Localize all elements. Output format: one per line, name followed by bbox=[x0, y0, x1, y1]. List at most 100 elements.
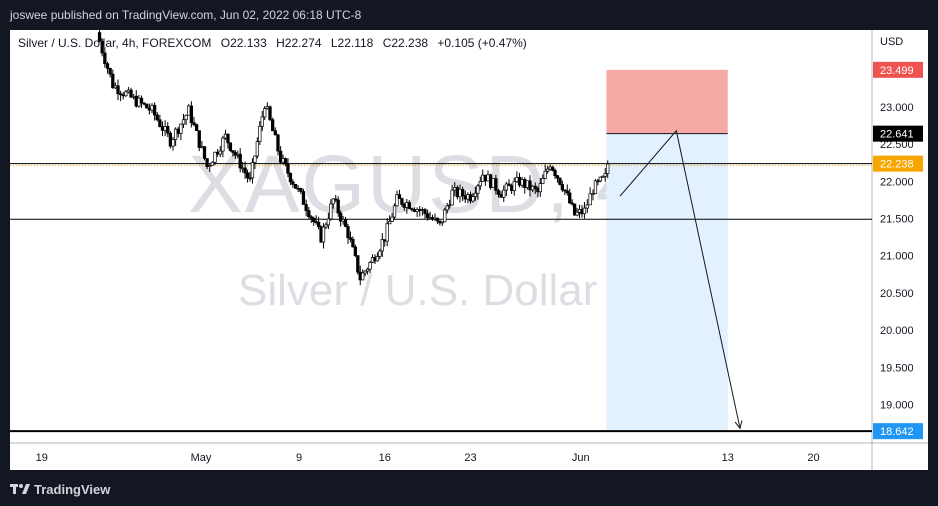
tradingview-logo-icon bbox=[10, 484, 30, 494]
y-tick-label: 22.500 bbox=[880, 139, 914, 151]
candle bbox=[226, 133, 230, 144]
candle bbox=[541, 178, 545, 184]
legend-change: +0.105 (+0.47%) bbox=[437, 36, 527, 50]
candle bbox=[291, 181, 295, 185]
candle bbox=[258, 125, 262, 142]
price-badge-label: 22.641 bbox=[880, 129, 914, 141]
candle bbox=[271, 119, 275, 132]
candle bbox=[443, 209, 447, 223]
x-tick-label: 9 bbox=[296, 452, 302, 464]
candle bbox=[440, 221, 444, 224]
candle bbox=[131, 95, 136, 98]
candle bbox=[309, 216, 313, 219]
take-profit-zone[interactable] bbox=[606, 133, 728, 432]
candle bbox=[365, 268, 370, 272]
price-badge bbox=[873, 61, 923, 78]
candle bbox=[108, 67, 112, 75]
candle bbox=[250, 162, 255, 179]
candle bbox=[142, 102, 146, 105]
candle bbox=[476, 185, 480, 194]
candle bbox=[593, 180, 598, 194]
candle bbox=[388, 221, 392, 225]
candle bbox=[415, 209, 419, 212]
candle bbox=[334, 198, 338, 201]
candle bbox=[173, 128, 178, 140]
candle bbox=[163, 126, 167, 131]
candle bbox=[588, 193, 592, 206]
candle bbox=[351, 238, 355, 248]
candle bbox=[268, 106, 272, 121]
candle bbox=[530, 185, 535, 191]
candle bbox=[129, 89, 133, 98]
candle bbox=[276, 134, 280, 152]
candle bbox=[134, 95, 138, 107]
candle bbox=[331, 198, 335, 205]
candle bbox=[210, 161, 215, 166]
candle bbox=[596, 180, 600, 183]
candle bbox=[152, 104, 157, 116]
candle bbox=[283, 158, 288, 165]
candle bbox=[339, 212, 343, 222]
candle bbox=[546, 168, 550, 172]
candle bbox=[486, 174, 490, 182]
candle bbox=[420, 209, 425, 211]
candle bbox=[473, 192, 478, 197]
candle bbox=[528, 180, 532, 191]
stop-loss-zone[interactable] bbox=[606, 69, 728, 134]
candle bbox=[450, 189, 454, 206]
candle bbox=[363, 270, 367, 274]
candle bbox=[121, 94, 125, 97]
x-tick-label: 23 bbox=[464, 452, 476, 464]
x-tick-label: 13 bbox=[722, 452, 734, 464]
candle bbox=[517, 177, 522, 186]
footer: TradingView bbox=[0, 474, 938, 506]
candle bbox=[488, 174, 493, 188]
candle bbox=[329, 203, 333, 220]
candle bbox=[543, 170, 547, 179]
candle bbox=[200, 146, 204, 148]
candle bbox=[499, 194, 503, 198]
candle bbox=[307, 210, 311, 218]
candle bbox=[137, 97, 141, 107]
candle bbox=[260, 116, 264, 127]
y-tick-label: 23.000 bbox=[880, 102, 914, 114]
candle bbox=[568, 192, 572, 204]
candle bbox=[168, 132, 173, 147]
candle bbox=[407, 202, 411, 209]
candle bbox=[509, 185, 514, 191]
candle bbox=[116, 85, 120, 95]
candle bbox=[463, 195, 467, 200]
candle bbox=[299, 188, 303, 192]
x-tick-label: 16 bbox=[379, 452, 391, 464]
candle bbox=[97, 32, 102, 42]
price-badge-label: 23.499 bbox=[880, 65, 914, 77]
candle bbox=[343, 219, 348, 227]
candle bbox=[575, 211, 579, 216]
candle bbox=[192, 122, 196, 126]
candle bbox=[483, 174, 488, 182]
legend-close: C22.238 bbox=[382, 36, 429, 50]
candle bbox=[515, 177, 519, 182]
candle bbox=[380, 239, 384, 252]
y-tick-label: 22.000 bbox=[880, 176, 914, 188]
candle bbox=[453, 187, 457, 191]
footer-brand[interactable]: TradingView bbox=[34, 482, 111, 497]
currency-label: USD bbox=[880, 36, 903, 48]
legend-high: H22.274 bbox=[276, 36, 322, 50]
x-tick-label: Jun bbox=[572, 452, 590, 464]
candle bbox=[585, 204, 589, 209]
ohlc-legend: Silver / U.S. Dollar, 4h, FOREXCOM O22.1… bbox=[18, 35, 533, 51]
candle bbox=[160, 126, 165, 131]
candle bbox=[385, 223, 389, 242]
candle bbox=[601, 175, 605, 178]
projection-line[interactable] bbox=[619, 129, 741, 429]
candle bbox=[111, 73, 115, 89]
candle bbox=[155, 114, 159, 121]
candle bbox=[288, 173, 293, 183]
candle bbox=[520, 179, 524, 186]
candle bbox=[455, 187, 460, 198]
price-badge-label: 18.642 bbox=[880, 426, 914, 438]
candle bbox=[171, 139, 175, 147]
candle bbox=[458, 188, 462, 198]
